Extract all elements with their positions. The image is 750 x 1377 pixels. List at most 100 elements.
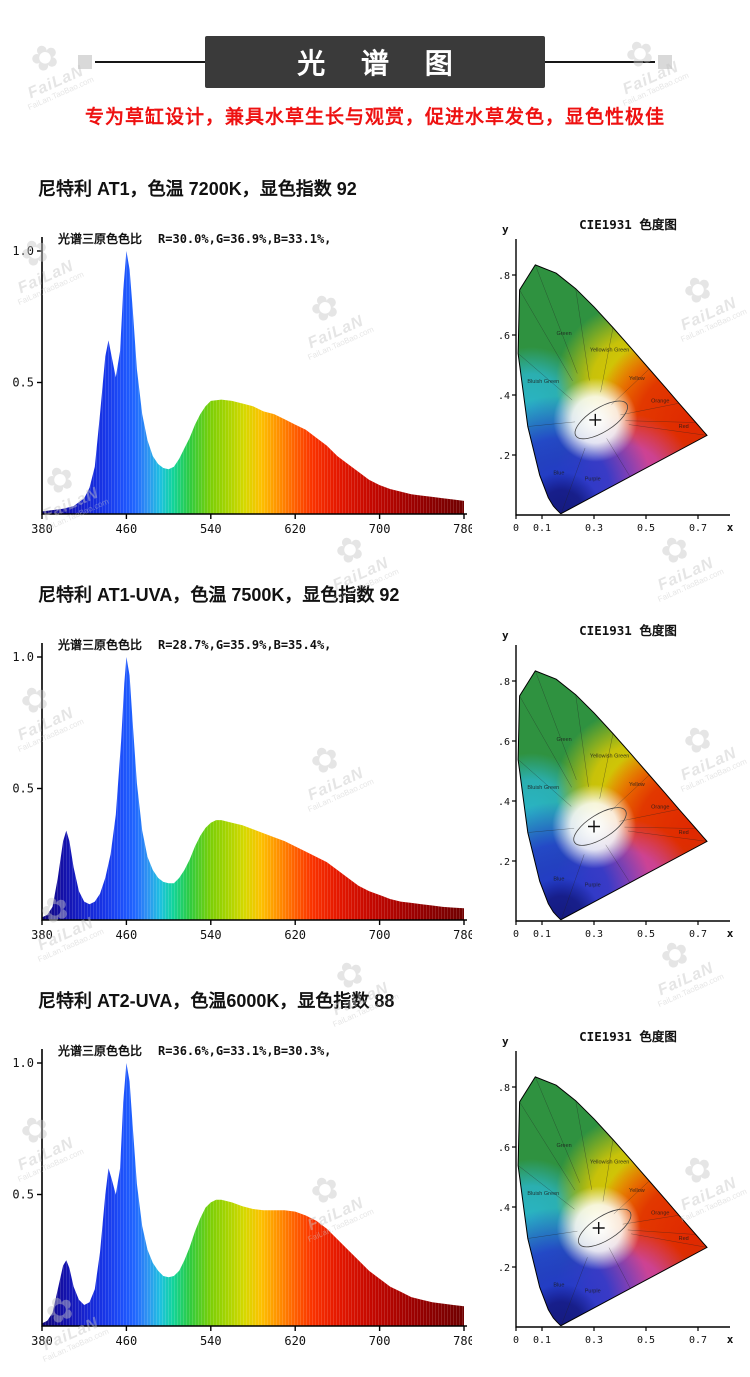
svg-text:0.5: 0.5: [12, 782, 34, 796]
svg-text:460: 460: [116, 522, 138, 536]
svg-text:380: 380: [31, 522, 53, 536]
charts-row: 0.5 1.0 380 460 540 620 700 780 光谱三原色色比 R=30.0%,G…: [12, 209, 738, 541]
svg-text:.4: .4: [498, 797, 510, 808]
svg-text:700: 700: [369, 522, 391, 536]
cie-region-label: Bluish Green: [527, 785, 559, 791]
spectrum-section-2: 尼特利 AT1-UVA，色温 7500K，显色指数 92 0.5 1.0 380 460…: [0, 581, 750, 947]
cie-region-label: Purple: [585, 1289, 601, 1295]
svg-text:x: x: [727, 927, 734, 940]
svg-text:0.5: 0.5: [637, 1335, 655, 1346]
svg-text:540: 540: [200, 928, 222, 942]
cie-region-label: Bluish Green: [527, 1191, 559, 1197]
svg-text:380: 380: [31, 928, 53, 942]
cie-region-label: Green: [556, 1143, 571, 1149]
white-point-marker: [589, 413, 602, 426]
header-end-square-right: [658, 55, 672, 69]
cie-title: CIE1931 色度图: [579, 623, 677, 638]
subtitle: 专为草缸设计，兼具水草生长与观赏，促进水草发色，显色性极佳: [84, 107, 665, 128]
cie-region-label: Purple: [585, 883, 601, 889]
cie-region-label: Yellowish Green: [590, 348, 630, 354]
spectrum-legend: 光谱三原色色比 R=36.6%,G=33.1%,B=30.3%,: [57, 1043, 331, 1058]
cie-region-label: Yellowish Green: [590, 754, 630, 760]
section-title: 尼特利 AT1-UVA，色温 7500K，显色指数 92: [38, 585, 400, 605]
svg-text:700: 700: [369, 928, 391, 942]
cie-region-label: Blue: [553, 877, 564, 883]
cie-chromaticity-chart: Green Bluish Green Yellowish Green Yellow Or…: [498, 1029, 734, 1346]
svg-text:0: 0: [513, 523, 519, 534]
svg-text:380: 380: [31, 1334, 53, 1348]
svg-text:.4: .4: [498, 391, 510, 402]
cie-region-label: Blue: [553, 1283, 564, 1289]
svg-text:.2: .2: [498, 857, 510, 868]
svg-text:620: 620: [284, 522, 306, 536]
cie-title: CIE1931 色度图: [579, 1029, 677, 1044]
svg-text:.6: .6: [498, 1143, 510, 1154]
header-rule-left: [95, 61, 205, 63]
svg-text:0: 0: [513, 929, 519, 940]
charts-row: 0.5 1.0 380 460 540 620 700 780 光谱三原色色比 R=28.7%,G…: [12, 615, 738, 947]
cie-region-label: Yellow: [629, 376, 645, 382]
cie-region-label: Green: [556, 331, 571, 337]
svg-text:0.5: 0.5: [637, 929, 655, 940]
cie-region-label: Purple: [585, 477, 601, 483]
cie-title: CIE1931 色度图: [579, 217, 677, 232]
cie-chromaticity-chart: Green Bluish Green Yellowish Green Yellow Or…: [498, 623, 734, 940]
cie-region-label: Red: [679, 424, 689, 430]
svg-text:780: 780: [453, 928, 472, 942]
cie-region-label: Blue: [553, 471, 564, 477]
spectrum-legend: 光谱三原色色比 R=28.7%,G=35.9%,B=35.4%,: [57, 637, 331, 652]
spectrum-chart: 0.5 1.0 380 460 540 620 700 780 光谱三原色色比 R=36.6%,G…: [12, 1043, 472, 1348]
svg-text:y: y: [502, 223, 509, 236]
svg-text:0.3: 0.3: [585, 929, 603, 940]
section-title: 尼特利 AT2-UVA，色温6000K，显色指数 88: [38, 991, 395, 1011]
svg-text:y: y: [502, 1035, 509, 1048]
svg-text:0.1: 0.1: [533, 929, 551, 940]
svg-text:780: 780: [453, 522, 472, 536]
charts-row: 0.5 1.0 380 460 540 620 700 780 光谱三原色色比 R=36.6%,G…: [12, 1021, 738, 1353]
header-end-square-left: [78, 55, 92, 69]
cie-region-label: Bluish Green: [527, 379, 559, 385]
svg-text:0.7: 0.7: [689, 523, 707, 534]
spectrum-chart: 0.5 1.0 380 460 540 620 700 780 光谱三原色色比 R=30.0%,G…: [12, 231, 472, 536]
spectrum-chart: 0.5 1.0 380 460 540 620 700 780 光谱三原色色比 R=28.7%,G…: [12, 637, 472, 942]
svg-text:.8: .8: [498, 1083, 510, 1094]
svg-text:.6: .6: [498, 737, 510, 748]
cie-region-label: Orange: [651, 805, 669, 811]
svg-text:700: 700: [369, 1334, 391, 1348]
cie-region-label: Orange: [651, 1211, 669, 1217]
svg-text:.4: .4: [498, 1203, 510, 1214]
svg-text:1.0: 1.0: [12, 244, 34, 258]
page-header: 光 谱 图: [0, 0, 750, 92]
svg-text:0.5: 0.5: [637, 523, 655, 534]
page-title: 光 谱 图: [205, 36, 545, 88]
svg-text:0.5: 0.5: [12, 1188, 34, 1202]
svg-text:780: 780: [453, 1334, 472, 1348]
cie-chromaticity-chart: Green Bluish Green Yellowish Green Yellow Or…: [498, 217, 734, 534]
cie-region-label: Orange: [651, 399, 669, 405]
chart-sections: 尼特利 AT1，色温 7200K，显色指数 92 0.5 1.0 380 460 540 6…: [0, 175, 750, 1353]
svg-text:x: x: [727, 1333, 734, 1346]
white-point-marker: [588, 820, 600, 833]
svg-text:540: 540: [200, 522, 222, 536]
svg-text:460: 460: [116, 1334, 138, 1348]
svg-text:0.7: 0.7: [689, 1335, 707, 1346]
cie-region-label: Yellow: [629, 782, 645, 788]
cie-region-label: Red: [679, 830, 689, 836]
svg-text:y: y: [502, 629, 509, 642]
svg-text:0.5: 0.5: [12, 376, 34, 390]
spectrum-legend: 光谱三原色色比 R=30.0%,G=36.9%,B=33.1%,: [57, 231, 331, 246]
svg-text:540: 540: [200, 1334, 222, 1348]
cie-region-label: Red: [679, 1236, 689, 1242]
svg-text:0.1: 0.1: [533, 523, 551, 534]
svg-text:0.1: 0.1: [533, 1335, 551, 1346]
svg-text:.6: .6: [498, 331, 510, 342]
svg-text:.2: .2: [498, 451, 510, 462]
svg-text:1.0: 1.0: [12, 650, 34, 664]
spectrum-section-1: 尼特利 AT1，色温 7200K，显色指数 92 0.5 1.0 380 460 540 6…: [0, 175, 750, 541]
cie-region-label: Yellow: [629, 1188, 645, 1194]
svg-text:0.3: 0.3: [585, 1335, 603, 1346]
svg-text:0.3: 0.3: [585, 523, 603, 534]
svg-text:0: 0: [513, 1335, 519, 1346]
cie-region-label: Yellowish Green: [590, 1160, 630, 1166]
spectrum-section-3: 尼特利 AT2-UVA，色温6000K，显色指数 88 0.5 1.0 380 460 5…: [0, 987, 750, 1353]
